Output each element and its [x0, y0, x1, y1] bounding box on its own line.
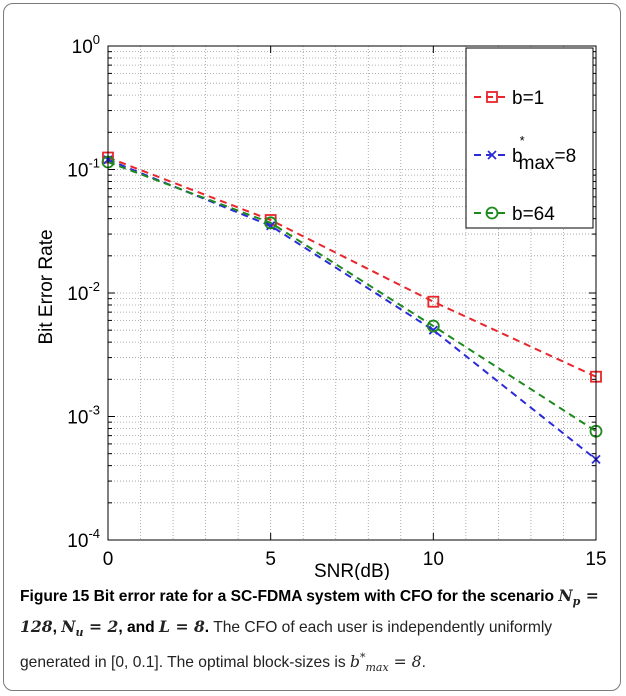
- legend-label: b* max=8: [512, 133, 576, 174]
- legend-marker: [487, 150, 497, 160]
- ber-chart: 0 5 10 15 100 10-1 10-2 10-3 10-4 SNR(dB) Bit E…: [36, 32, 607, 580]
- x-tick-label: 10: [423, 549, 444, 570]
- caption-bmax: b*max = 8: [349, 651, 422, 675]
- caption-np: Np = 128: [20, 586, 599, 637]
- x-tick-labels: 0 5 10 15: [103, 549, 607, 570]
- data-point: [427, 295, 440, 308]
- caption-nu: Nu = 2: [61, 617, 119, 640]
- grid-lines: [108, 46, 596, 540]
- x-tick-label: 0: [103, 549, 114, 570]
- y-tick-label: 10-4: [67, 526, 100, 552]
- data-point: [428, 325, 438, 335]
- caption-end: .: [204, 619, 210, 637]
- y-tick-label: 10-2: [67, 279, 100, 305]
- y-tick-label: 10-3: [67, 403, 100, 429]
- y-axis-label: Bit Error Rate: [36, 229, 57, 344]
- figure-caption: Figure 15 Bit error rate for a SC-FDMA s…: [20, 583, 610, 681]
- legend-label: b=1: [512, 88, 544, 109]
- data-point: [426, 319, 440, 333]
- caption-label: Figure 15: [20, 588, 90, 605]
- legend-marker: [485, 206, 499, 220]
- legend-box: [465, 47, 594, 229]
- caption-sep1: ,: [52, 619, 57, 637]
- caption-sep2: , and: [118, 619, 155, 637]
- legend-label: b=64: [512, 204, 555, 225]
- plot-border: [107, 45, 597, 541]
- x-tick-label: 15: [585, 549, 606, 570]
- y-tick-label: 10-1: [67, 156, 100, 182]
- series-line: [107, 161, 597, 433]
- x-axis-label: SNR(dB): [314, 561, 390, 580]
- series-line: [107, 156, 597, 378]
- legend: b=1 b* max=8 b=64: [465, 47, 594, 229]
- caption-l: L = 8: [159, 617, 205, 637]
- caption-body: The CFO of each user is independently un…: [20, 619, 553, 672]
- x-tick-label: 5: [265, 549, 276, 570]
- data-point: [264, 216, 278, 230]
- legend-marker: [486, 91, 498, 103]
- y-tick-labels: 100 10-1 10-2 10-3 10-4: [67, 32, 100, 552]
- caption-final: .: [421, 654, 426, 672]
- caption-title: Bit error rate for a SC-FDMA system with…: [93, 588, 555, 605]
- y-tick-label: 100: [72, 32, 100, 58]
